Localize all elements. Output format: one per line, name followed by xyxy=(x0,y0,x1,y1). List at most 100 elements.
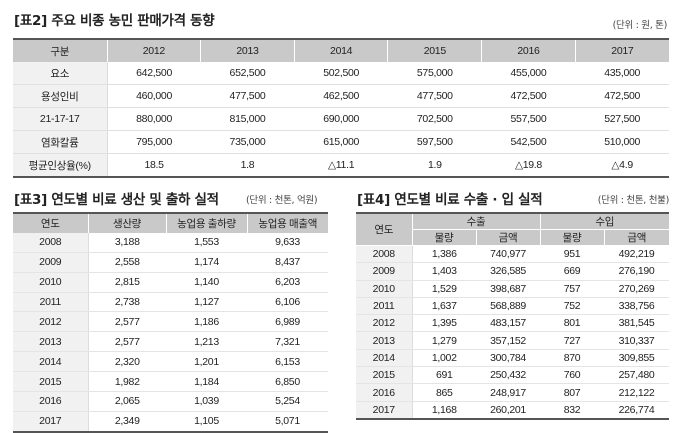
row-label-cell: 2013 xyxy=(356,331,413,350)
table-cell: 1,002 xyxy=(412,349,476,368)
row-label-cell: 2011 xyxy=(13,292,89,313)
table-cell: 575,000 xyxy=(387,62,482,85)
table3-row: 2008 3,188 1,553 9,633 xyxy=(13,232,328,253)
table3-row: 2016 2,065 1,039 5,254 xyxy=(13,391,328,412)
row-label-cell: 2013 xyxy=(13,331,89,353)
table3-row: 2009 2,558 1,174 8,437 xyxy=(13,252,328,273)
table-cell: △19.8 xyxy=(481,153,576,178)
table-cell: 568,889 xyxy=(476,297,541,316)
table-cell: △4.9 xyxy=(575,153,669,178)
table-cell: 1,395 xyxy=(412,314,476,333)
table3-header-cell: 생산량 xyxy=(88,213,167,233)
row-label-cell: 2012 xyxy=(356,314,413,333)
table-cell: 752 xyxy=(540,297,605,316)
table4-row: 2012 1,395 483,157 801 381,545 xyxy=(356,314,670,333)
table2-header-cell: 구분 xyxy=(13,39,108,62)
table-cell: 260,201 xyxy=(476,401,541,420)
table2-row: 용성인비 460,000 477,500 462,500 477,500 472,500 4… xyxy=(13,84,669,108)
table-cell: 6,153 xyxy=(247,351,328,373)
table-cell: 865 xyxy=(412,383,476,402)
table-cell: 727 xyxy=(540,331,605,350)
row-label-cell: 2016 xyxy=(356,383,413,402)
table-cell: 510,000 xyxy=(575,130,669,154)
table-cell: 1,553 xyxy=(166,232,247,253)
table-cell: 483,157 xyxy=(476,314,541,333)
table-cell: 472,500 xyxy=(575,84,669,108)
table-cell: 5,071 xyxy=(247,411,328,433)
row-label-cell: 2012 xyxy=(13,311,89,333)
row-label-cell: 2010 xyxy=(356,280,413,298)
table-cell: 477,500 xyxy=(200,84,295,108)
table-cell: 691 xyxy=(412,366,476,385)
table-cell: 18.5 xyxy=(107,153,201,178)
table2-row: 21-17-17 880,000 815,000 690,000 702,500 557,… xyxy=(13,107,669,131)
table-cell: 1,201 xyxy=(166,351,247,373)
table4-subheader-cell: 물량 xyxy=(540,229,605,246)
table2-title: [표2] 주요 비종 농민 판매가격 동향 xyxy=(14,13,215,29)
table-cell: 250,432 xyxy=(476,366,541,385)
row-label-cell: 2016 xyxy=(13,391,89,412)
table3-row: 2010 2,815 1,140 6,203 xyxy=(13,272,328,293)
table-cell: 690,000 xyxy=(294,107,388,131)
table3: 연도 생산량 농업용 출하량 농업용 매출액 2008 3,188 1,553 9,6… xyxy=(13,212,328,433)
table-cell: 1,174 xyxy=(166,252,247,273)
table4-row: 2010 1,529 398,687 757 270,269 xyxy=(356,280,670,298)
table-cell: 2,320 xyxy=(88,351,166,373)
table-cell: 309,855 xyxy=(604,349,670,368)
table4-subheader-cell: 금액 xyxy=(604,229,670,246)
table4-title: [표4] 연도별 비료 수출 · 입 실적 xyxy=(357,192,543,208)
row-label-cell: 2008 xyxy=(13,232,89,253)
table-cell: 1,637 xyxy=(412,297,476,316)
table4-header-export: 수출 xyxy=(412,213,541,230)
table-cell: 3,188 xyxy=(88,232,166,253)
table-cell: 300,784 xyxy=(476,349,541,368)
table-cell: 615,000 xyxy=(294,130,388,154)
table3-unit: (단위 : 천톤, 억원) xyxy=(246,195,318,206)
table-cell: 6,203 xyxy=(247,272,328,293)
table-cell: 597,500 xyxy=(387,130,482,154)
table-cell: 460,000 xyxy=(107,84,201,108)
table-cell: 477,500 xyxy=(387,84,482,108)
table4-subheader-cell: 물량 xyxy=(412,229,477,246)
table-cell: 527,500 xyxy=(575,107,669,131)
table-cell: 492,219 xyxy=(604,245,670,264)
table-cell: 642,500 xyxy=(107,62,201,85)
table-cell: 880,000 xyxy=(107,107,201,131)
table-cell: 1,279 xyxy=(412,331,476,350)
table-cell: 1,039 xyxy=(166,391,247,412)
row-label-cell: 2017 xyxy=(13,411,89,433)
table-cell: 1.8 xyxy=(200,153,295,178)
table-cell: 2,065 xyxy=(88,391,166,412)
table2-row: 요소 642,500 652,500 502,500 575,000 455,000 435… xyxy=(13,62,669,85)
row-label-cell: 2014 xyxy=(356,349,413,368)
table2: 구분 2012 2013 2014 2015 2016 2017 요소 642,5… xyxy=(13,38,669,178)
table-cell: 2,577 xyxy=(88,311,166,333)
table-cell: 2,738 xyxy=(88,292,166,313)
table-cell: 2,558 xyxy=(88,252,166,273)
table4-row: 2013 1,279 357,152 727 310,337 xyxy=(356,331,670,350)
table-cell: 2,815 xyxy=(88,272,166,293)
table4: 연도 수출 수입 물량 금액 물량 금액 2008 1,386 740,977 951… xyxy=(356,212,670,420)
table2-header-cell: 2013 xyxy=(200,39,295,62)
table-cell: 6,850 xyxy=(247,371,328,393)
table-cell: 462,500 xyxy=(294,84,388,108)
table3-row: 2015 1,982 1,184 6,850 xyxy=(13,371,328,393)
row-label-cell: 2009 xyxy=(356,262,413,281)
row-label-cell: 2015 xyxy=(356,366,413,385)
table-cell: 338,756 xyxy=(604,297,670,316)
table3-row: 2017 2,349 1,105 5,071 xyxy=(13,411,328,433)
table-cell: 398,687 xyxy=(476,280,541,298)
table3-title: [표3] 연도별 비료 생산 및 출하 실적 xyxy=(14,192,219,208)
table4-header-year: 연도 xyxy=(356,213,413,246)
table-cell: 212,122 xyxy=(604,383,670,402)
table4-row: 2017 1,168 260,201 832 226,774 xyxy=(356,401,670,420)
row-label-cell: 염화칼륨 xyxy=(13,130,108,154)
table-cell: 1,213 xyxy=(166,331,247,353)
table2-header-row: 구분 2012 2013 2014 2015 2016 2017 xyxy=(13,39,669,62)
table-cell: 435,000 xyxy=(575,62,669,85)
table-cell: 1,186 xyxy=(166,311,247,333)
table-cell: 6,989 xyxy=(247,311,328,333)
table4-row: 2014 1,002 300,784 870 309,855 xyxy=(356,349,670,368)
table-cell: 1,168 xyxy=(412,401,476,420)
table3-header-cell: 연도 xyxy=(13,213,89,233)
